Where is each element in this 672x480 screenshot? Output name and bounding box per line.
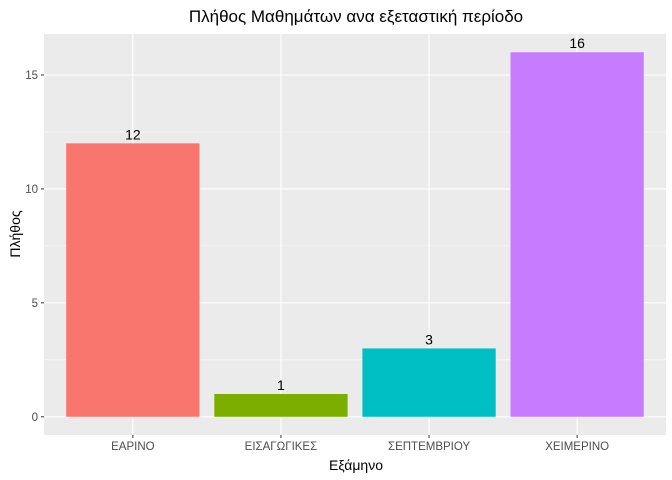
y-tick-label: 5: [32, 298, 38, 310]
y-tick-label: 0: [32, 412, 38, 424]
bar: [362, 348, 496, 417]
x-axis-ticks: ΕΑΡΙΝΟ ΕΙΣΑΓΩΓΙΚΕΣ ΣΕΠΤΕΜΒΡΙΟΥ ΧΕΙΜΕΡΙΝΟ: [111, 435, 609, 453]
y-axis-ticks: 0 5 10 15: [25, 70, 44, 424]
x-axis-title: Εξάμηνο: [329, 457, 383, 473]
y-tick-label: 15: [25, 70, 38, 82]
bar-value-label: 16: [569, 35, 585, 51]
x-tick-label: ΕΙΣΑΓΩΓΙΚΕΣ: [245, 441, 318, 453]
bar-value-label: 3: [425, 331, 433, 347]
y-axis-title: Πλήθος: [7, 210, 23, 257]
chart-title: Πλήθος Μαθημάτων ανα εξεταστική περίοδο: [189, 7, 523, 26]
bar-value-label: 1: [277, 377, 285, 393]
x-tick-label: ΣΕΠΤΕΜΒΡΙΟΥ: [388, 441, 470, 453]
bars: [66, 52, 644, 417]
bar-value-label: 12: [125, 126, 141, 142]
x-tick-label: ΕΑΡΙΝΟ: [111, 441, 155, 453]
data-labels: 12 1 3 16: [125, 35, 585, 393]
bar: [510, 52, 644, 417]
bar: [214, 393, 348, 417]
x-tick-label: ΧΕΙΜΕΡΙΝΟ: [545, 441, 609, 453]
y-tick-label: 10: [25, 184, 38, 196]
bar: [66, 143, 200, 417]
